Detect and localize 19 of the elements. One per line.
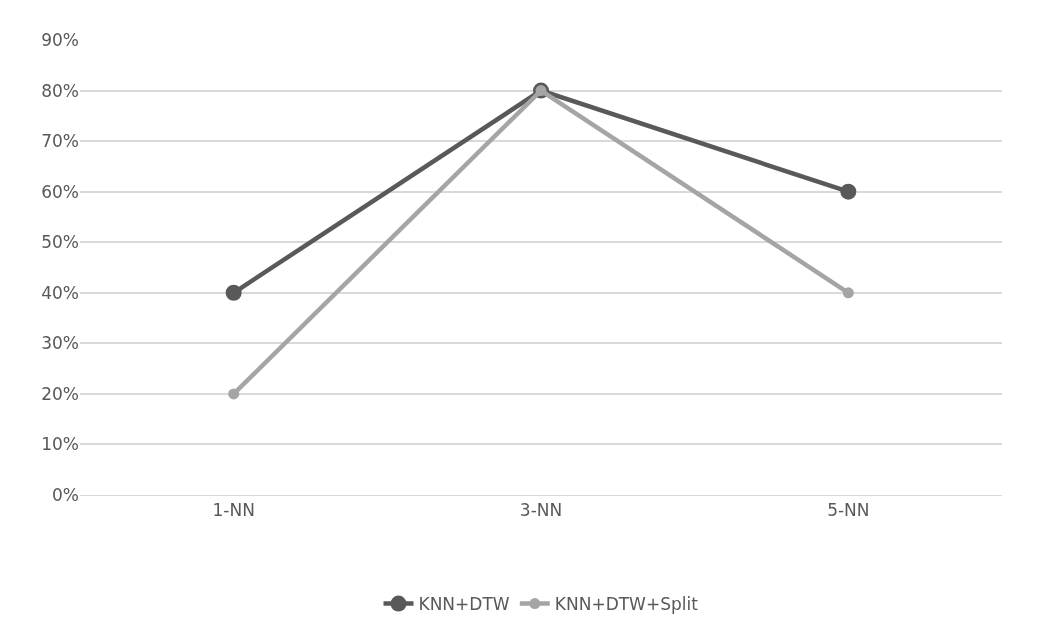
y-tick-label: 30%: [41, 333, 79, 354]
y-tick-label: 20%: [41, 383, 79, 404]
point: [225, 284, 242, 301]
legend-label: KNN+DTW+Split: [554, 594, 699, 615]
y-tick-label: 0%: [52, 484, 79, 505]
y-tick-label: 40%: [41, 282, 79, 303]
point: [842, 287, 854, 299]
y-tick-label: 10%: [41, 434, 79, 455]
y-tick-label: 50%: [41, 232, 79, 253]
y-tick-label: 60%: [41, 181, 79, 202]
y-tick-label: 70%: [41, 131, 79, 152]
x-tick-label: 3-NN: [519, 500, 563, 521]
point: [228, 388, 240, 400]
point: [840, 183, 857, 200]
x-tick-label: 5-NN: [827, 500, 870, 521]
legend-label: KNN+DTW: [418, 594, 510, 615]
y-tick-label: 90%: [41, 29, 79, 50]
x-tick-label: 1-NN: [212, 500, 255, 521]
y-tick-label: 80%: [41, 80, 79, 101]
